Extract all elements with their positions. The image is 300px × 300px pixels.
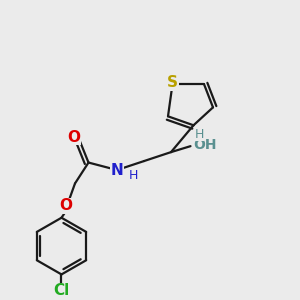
- Text: S: S: [167, 75, 178, 90]
- Text: H: H: [129, 169, 138, 182]
- Text: N: N: [111, 163, 123, 178]
- Text: O: O: [68, 130, 81, 145]
- Text: O: O: [59, 198, 73, 213]
- Text: H: H: [195, 128, 204, 141]
- Text: OH: OH: [194, 138, 217, 152]
- Text: Cl: Cl: [53, 283, 70, 298]
